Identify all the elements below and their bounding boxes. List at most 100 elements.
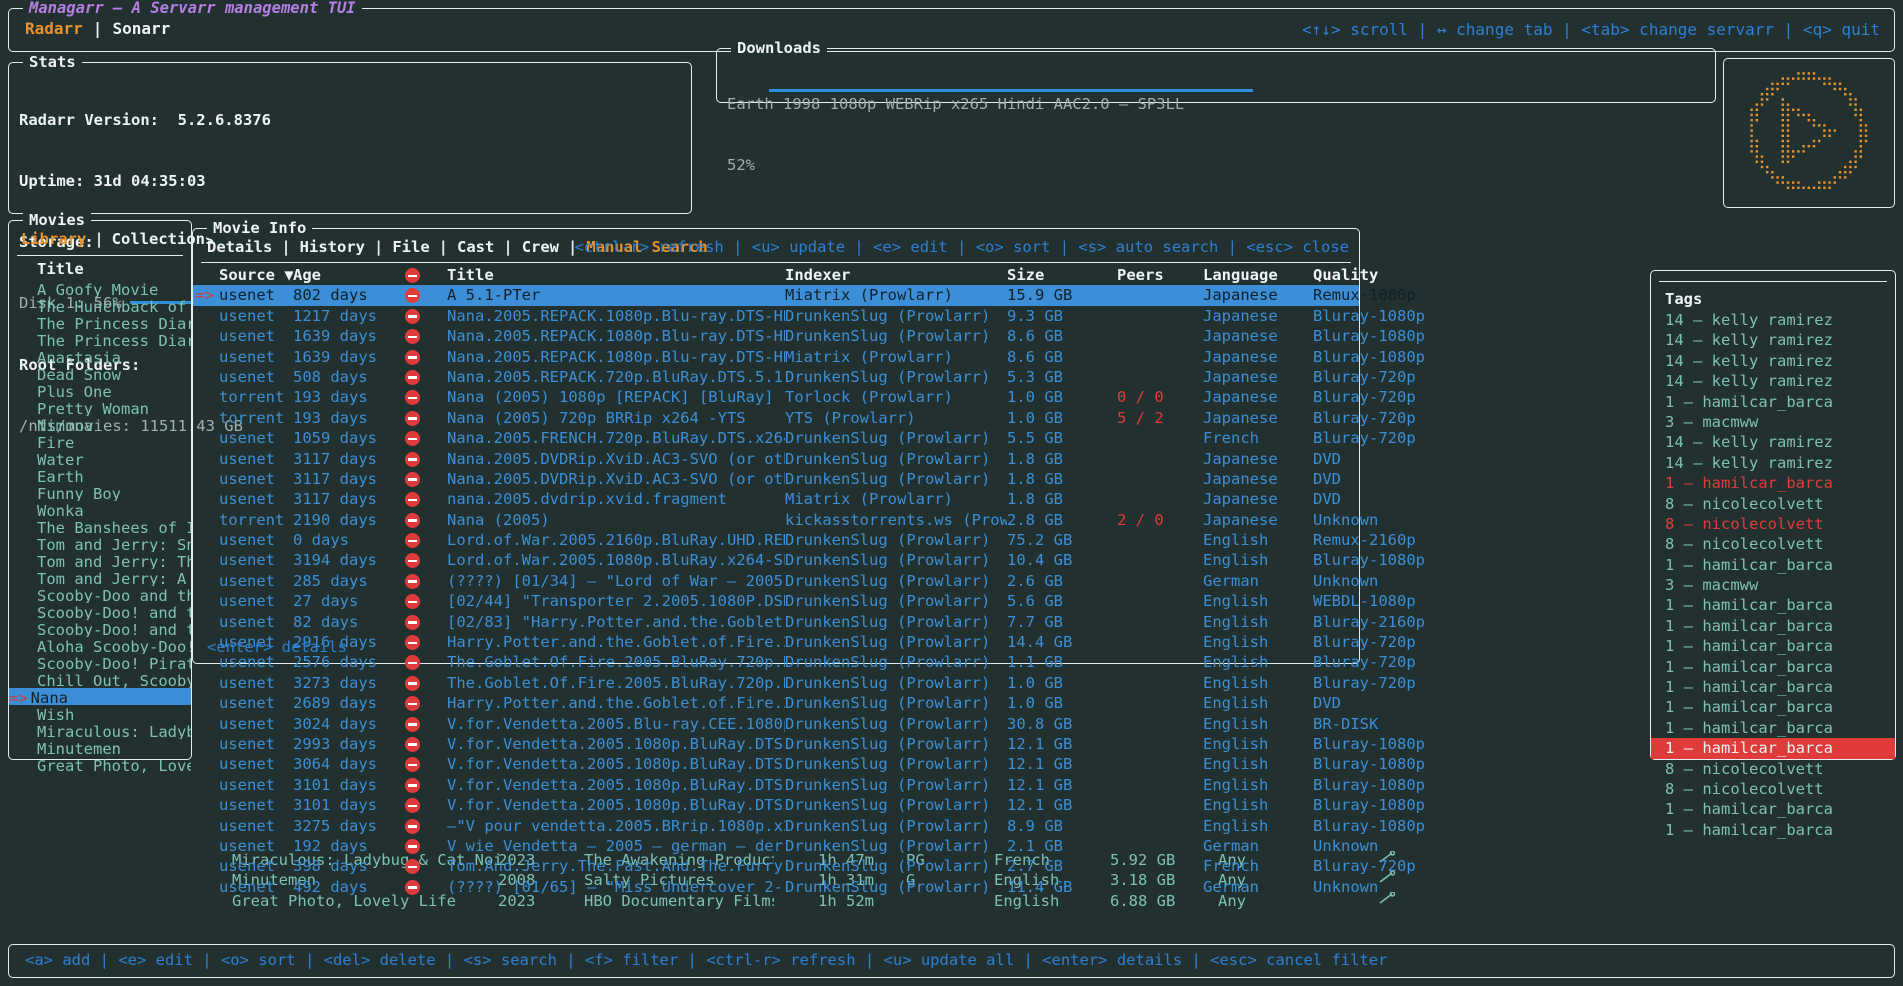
movie-list-item[interactable]: Tom and Jerry: Snowma: [37, 536, 191, 552]
movies-tabs[interactable]: Library | Collections: [21, 229, 214, 249]
tag-list-item[interactable]: 3 – macmww: [1665, 412, 1759, 431]
tag-list-item[interactable]: 3 – macmww: [1665, 576, 1759, 595]
table-row[interactable]: usenet 1059 days Nana.2005.FRENCH.720p.Blu…: [193, 428, 1416, 448]
movie-list-item[interactable]: Water: [37, 451, 84, 467]
table-row[interactable]: usenet 2993 days V.for.Vendetta.2005.1080p…: [193, 734, 1425, 754]
movie-list-item[interactable]: The Princess Diaries: [37, 332, 191, 348]
table-row[interactable]: usenet 508 days Nana.2005.REPACK.720p.BluR…: [193, 367, 1416, 387]
movie-list-item[interactable]: => Nana: [9, 688, 191, 705]
table-row[interactable]: usenet 192 days V wie Vendetta – 2005 – ge…: [193, 836, 1378, 856]
tag-list-item[interactable]: 14 – kelly ramirez: [1665, 331, 1833, 350]
tag-list-item[interactable]: 1 – hamilcar_barca: [1665, 637, 1833, 656]
table-row[interactable]: usenet 3194 days Lord.of.War.2005.1080p.Bl…: [193, 550, 1425, 570]
table-row[interactable]: Miraculous: Ladybug & Cat Noir, The Movi…: [192, 850, 1652, 870]
table-row[interactable]: usenet 3024 days V.for.Vendetta.2005.Blu-r…: [193, 714, 1378, 734]
column-header-size[interactable]: Size: [1007, 266, 1045, 284]
movie-list-item[interactable]: Nimona: [37, 417, 93, 433]
table-row[interactable]: usenet 82 days [02/83] "Harry.Potter.and.t…: [193, 612, 1425, 632]
table-row[interactable]: usenet 3101 days V.for.Vendetta.2005.1080p…: [193, 775, 1425, 795]
tag-list-item[interactable]: 1 – hamilcar_barca: [1665, 616, 1833, 635]
table-row[interactable]: usenet 492 days (????) [01/65] – "Miss Und…: [193, 877, 1378, 897]
column-header-quality[interactable]: Quality: [1313, 266, 1379, 284]
column-header-indexer[interactable]: Indexer: [785, 266, 851, 284]
servarr-tabs[interactable]: Radarr | Sonarr: [25, 19, 170, 39]
column-header-language[interactable]: Language: [1203, 266, 1278, 284]
tab-library[interactable]: Library: [21, 230, 87, 248]
column-header-source[interactable]: Source ▼: [219, 266, 293, 284]
table-row[interactable]: torrent 193 days Nana (2005) 720p BRRip x2…: [193, 408, 1416, 428]
table-row[interactable]: torrent 193 days Nana (2005) 1080p [REPACK…: [193, 387, 1416, 407]
tag-list-item[interactable]: 8 – nicolecolvett: [1665, 779, 1824, 798]
table-row[interactable]: usenet 1639 days Nana.2005.REPACK.1080p.Bl…: [193, 347, 1425, 367]
tab-file[interactable]: File: [392, 238, 430, 256]
tag-list-item[interactable]: 8 – nicolecolvett: [1665, 759, 1824, 778]
movie-list-item[interactable]: Funny Boy: [37, 485, 121, 501]
column-header-age[interactable]: Age: [293, 266, 321, 284]
tag-list-item[interactable]: 14 – kelly ramirez: [1665, 351, 1833, 370]
table-row[interactable]: usenet 3117 days Nana.2005.DVDRip.XviD.AC3…: [193, 469, 1359, 489]
movie-list-item[interactable]: Scooby-Doo! and the M: [37, 621, 191, 637]
movie-list-item[interactable]: Scooby-Doo! Pirates A: [37, 655, 191, 671]
tag-list-item[interactable]: 14 – kelly ramirez: [1665, 433, 1833, 452]
movie-list-item[interactable]: Pretty Woman: [37, 400, 149, 416]
movie-list-item[interactable]: A Goofy Movie: [37, 281, 159, 297]
movie-list-item[interactable]: Fire: [37, 434, 75, 450]
tag-list-item[interactable]: 1 – hamilcar_barca: [1665, 392, 1833, 411]
movie-list-item[interactable]: Minutemen: [37, 740, 121, 756]
tag-list-item[interactable]: 14 – kelly ramirez: [1665, 372, 1833, 391]
table-row[interactable]: usenet 2916 days Harry.Potter.and.the.Gobl…: [193, 632, 1416, 652]
movie-list-item[interactable]: Plus One: [37, 383, 112, 399]
movie-list-item[interactable]: Wish: [37, 706, 75, 722]
table-row[interactable]: Minutemen 2008 Salty Pictures 1h 31m G Englis…: [192, 870, 1652, 890]
tab-crew[interactable]: Crew: [521, 238, 560, 256]
tag-list-item[interactable]: 1 – hamilcar_barca: [1665, 800, 1833, 819]
tag-list-item[interactable]: 8 – nicolecolvett: [1665, 535, 1824, 554]
table-row[interactable]: usenet 3101 days V.for.Vendetta.2005.1080p…: [193, 795, 1425, 815]
tag-list-item[interactable]: 1 – hamilcar_barca: [1665, 555, 1833, 574]
table-row[interactable]: usenet 1639 days Nana.2005.REPACK.1080p.Bl…: [193, 326, 1425, 346]
movie-list-item[interactable]: Scooby-Doo and the Al: [37, 587, 191, 603]
tag-list-item[interactable]: 1 – hamilcar_barca: [1665, 698, 1833, 717]
tab-details[interactable]: Details: [207, 238, 273, 256]
movie-list-item[interactable]: The Banshees of Inish: [37, 519, 191, 535]
tag-list-item[interactable]: 1 – hamilcar_barca: [1665, 678, 1833, 697]
column-header-rejected[interactable]: [405, 265, 439, 285]
table-row[interactable]: usenet 3117 days Nana.2005.DVDRip.XviD.AC3…: [193, 449, 1359, 469]
table-row[interactable]: usenet 2689 days Harry.Potter.and.the.Gobl…: [193, 693, 1359, 713]
tag-list-item[interactable]: 8 – nicolecolvett: [1665, 494, 1824, 513]
table-row[interactable]: usenet 3117 days nana.2005.dvdrip.xvid.fra…: [193, 489, 1359, 509]
movie-list-item[interactable]: Anastasia: [37, 349, 121, 365]
tab-sonarr[interactable]: Sonarr: [112, 19, 171, 38]
table-row[interactable]: usenet 3273 days The.Goblet.Of.Fire.2005.B…: [193, 673, 1416, 693]
tag-list-item[interactable]: 14 – kelly ramirez: [1665, 453, 1833, 472]
table-row[interactable]: usenet 1217 days Nana.2005.REPACK.1080p.Bl…: [193, 306, 1425, 326]
table-row[interactable]: usenet 2576 days The.Goblet.Of.Fire.2005.B…: [193, 652, 1416, 672]
table-row[interactable]: usenet 398 days Tom.And.Jerry.The.Fast.And…: [193, 856, 1416, 876]
tab-collections[interactable]: Collections: [111, 230, 215, 248]
movie-list-item[interactable]: Tom and Jerry: A Nutc: [37, 570, 191, 586]
movie-list-item[interactable]: Miraculous: Ladybug &: [37, 723, 191, 739]
tag-list-item[interactable]: 1 – hamilcar_barca: [1665, 596, 1833, 615]
table-row[interactable]: Great Photo, Lovely Life 2023 HBO Document…: [192, 891, 1652, 911]
movie-list-item[interactable]: Dead Snow: [37, 366, 121, 382]
tab-history[interactable]: History: [299, 238, 365, 256]
movie-info-tabs[interactable]: Details | History | File | Cast | Crew | Manual Se…: [207, 237, 708, 257]
movie-list-item[interactable]: Aloha Scooby-Doo!: [37, 638, 191, 654]
table-row[interactable]: usenet 0 days Lord.of.War.2005.2160p.BluRa…: [193, 530, 1416, 550]
tag-list-item[interactable]: 8 – nicolecolvett: [1665, 514, 1824, 533]
tag-list-item[interactable]: 1 – hamilcar_barca: [1665, 820, 1833, 839]
tab-cast[interactable]: Cast: [457, 238, 495, 256]
tab-manual-search[interactable]: Manual Search: [586, 238, 708, 256]
tag-list-item[interactable]: 14 – kelly ramirez: [1665, 311, 1833, 329]
table-row[interactable]: usenet 3275 days –"V pour vendetta.2005.BR…: [193, 816, 1425, 836]
movie-list-item[interactable]: Chill Out, Scooby-Doo: [37, 672, 191, 688]
movie-list-item[interactable]: Earth: [37, 468, 84, 484]
table-row[interactable]: torrent 2190 days Nana (2005) kickasstorren…: [193, 510, 1378, 530]
movie-list-item[interactable]: Great Photo, Lovely L: [37, 757, 191, 773]
tag-list-item[interactable]: 1 – hamilcar_barca: [1651, 738, 1895, 759]
movie-list-item[interactable]: The Princess Diaries: [37, 315, 191, 331]
table-row[interactable]: => usenet 802 days A 5.1-PTer Miatrix (Prowl…: [193, 285, 1416, 306]
table-row[interactable]: usenet 27 days [02/44] "Transporter 2.2005…: [193, 591, 1416, 611]
movie-list-item[interactable]: Wonka: [37, 502, 84, 518]
